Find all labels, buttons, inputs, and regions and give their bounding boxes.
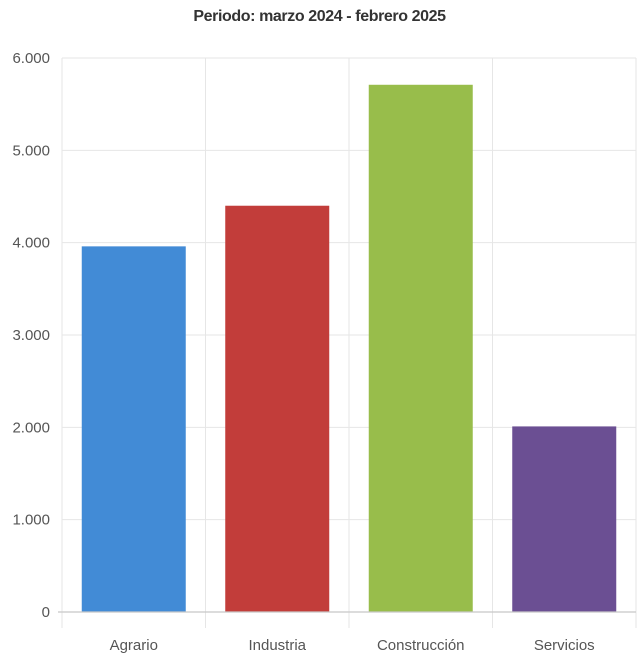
bar-industria (225, 205, 330, 612)
y-tick-label: 4.000 (12, 235, 50, 252)
x-tick-label: Construcción (377, 637, 465, 654)
y-tick-label: 6.000 (12, 50, 50, 67)
y-tick-label: 2.000 (12, 419, 50, 436)
bar-construcción (368, 84, 473, 612)
chart-title: Periodo: marzo 2024 - febrero 2025 (193, 8, 446, 25)
grid-lines (61, 57, 637, 628)
x-tick-label: Agrario (110, 637, 158, 654)
bar-agrario (81, 246, 186, 613)
x-tick-label: Industria (248, 637, 306, 654)
y-tick-label: 3.000 (12, 327, 50, 344)
y-tick-label: 0 (42, 604, 50, 621)
x-tick-label: Servicios (534, 637, 595, 654)
y-tick-label: 1.000 (12, 512, 50, 529)
y-tick-label: 5.000 (12, 142, 50, 159)
bar-servicios (512, 426, 617, 612)
bars (81, 84, 617, 613)
axes: 0 1.000 2.000 3.000 4.000 5.000 6.000 Agrario In… (12, 50, 636, 654)
